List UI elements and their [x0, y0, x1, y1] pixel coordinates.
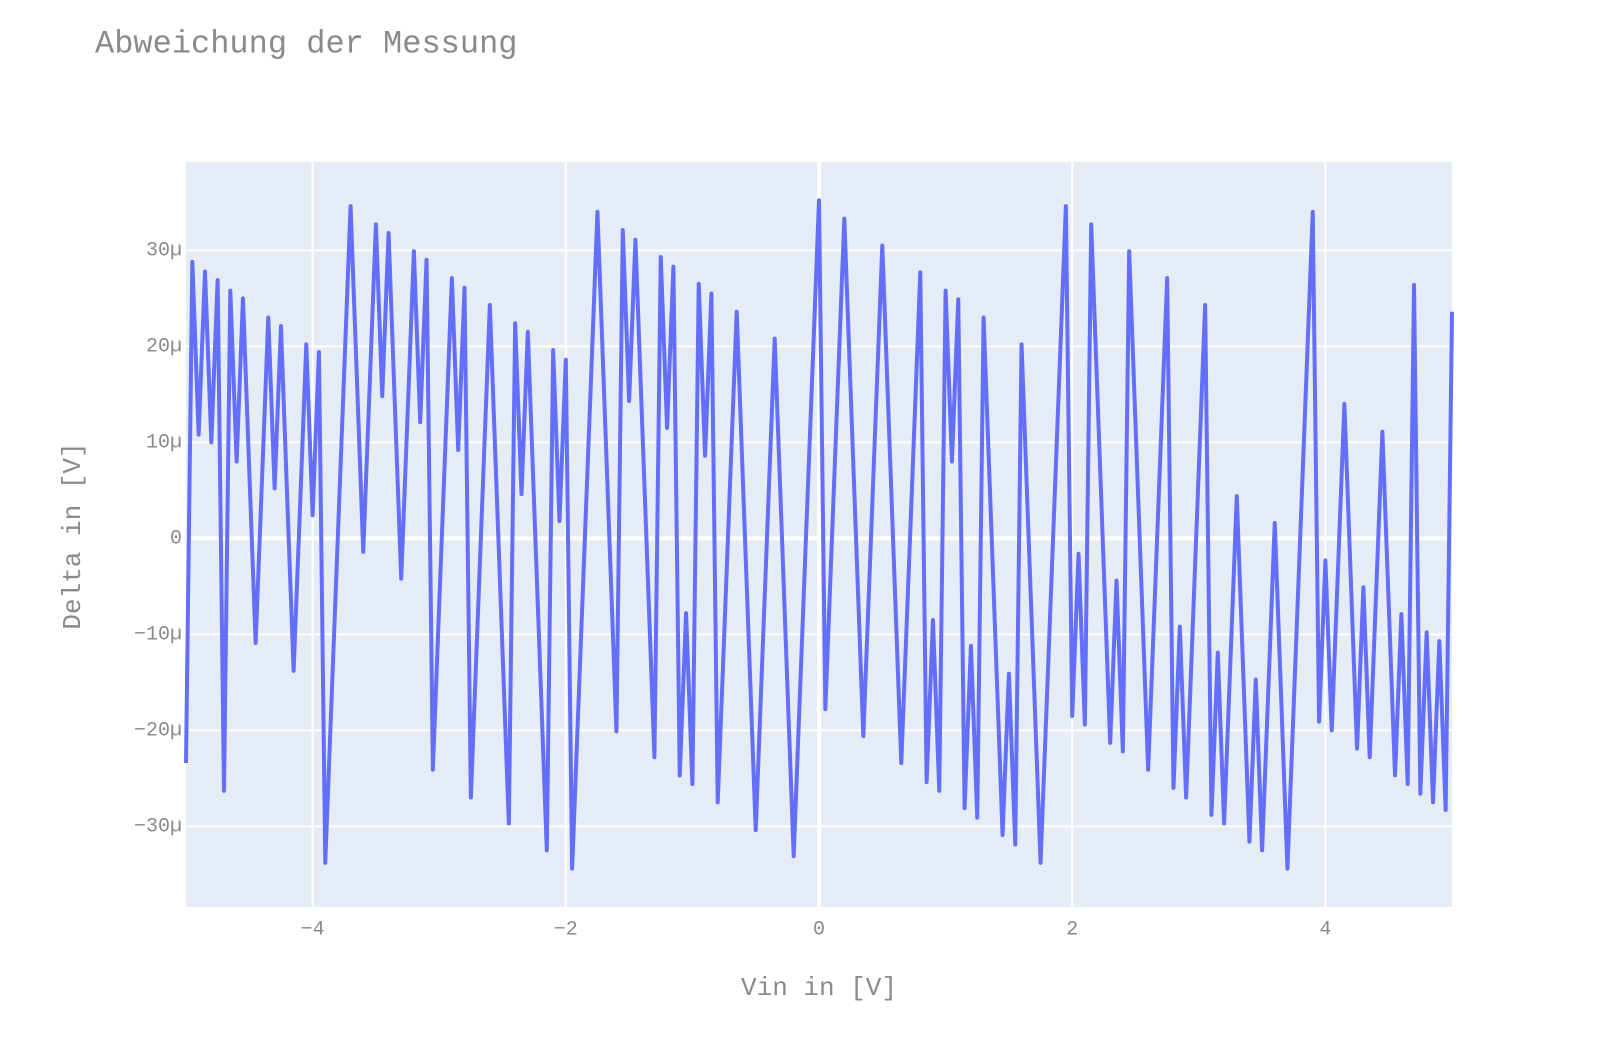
marks	[184, 198, 1454, 871]
line-series	[184, 198, 1454, 871]
x-axis-title: Vin in [V]	[741, 973, 897, 1003]
y-tick-label: 0	[170, 528, 182, 551]
y-tick-label: −20µ	[134, 720, 182, 743]
y-tick-label: 20µ	[146, 336, 182, 359]
y-tick-label: −30µ	[134, 816, 182, 839]
y-axis-title: Delta in [V]	[58, 442, 88, 629]
chart-title: Abweichung der Messung	[95, 25, 517, 62]
x-tick-label: −4	[301, 918, 325, 941]
x-tick-label: 0	[813, 918, 825, 941]
x-tick-label: −2	[554, 918, 578, 941]
y-tick-label: 30µ	[146, 240, 182, 263]
y-tick-label: −10µ	[134, 624, 182, 647]
x-tick-label: 2	[1066, 918, 1078, 941]
y-tick-label: 10µ	[146, 432, 182, 455]
x-tick-label: 4	[1319, 918, 1331, 941]
